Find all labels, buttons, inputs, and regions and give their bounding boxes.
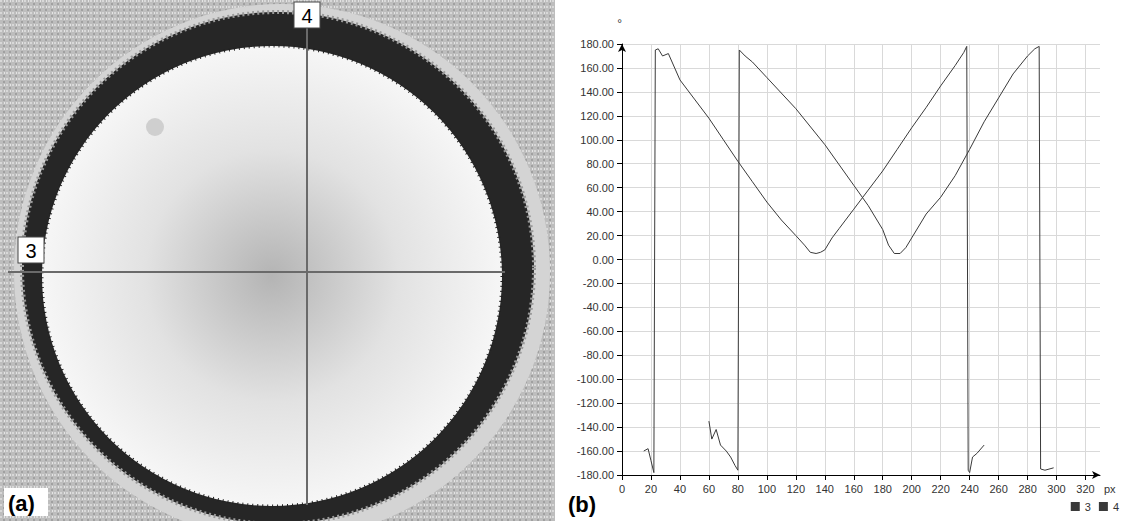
svg-text:160: 160 xyxy=(845,483,863,495)
svg-text:-120.00: -120.00 xyxy=(577,397,614,409)
svg-text:120.00: 120.00 xyxy=(580,110,614,122)
svg-text:3: 3 xyxy=(25,240,36,262)
svg-text:20.00: 20.00 xyxy=(586,230,614,242)
svg-text:320: 320 xyxy=(1076,483,1094,495)
svg-text:px: px xyxy=(1104,483,1116,495)
svg-text:4: 4 xyxy=(301,5,312,27)
svg-text:80: 80 xyxy=(732,483,744,495)
svg-text:-140.00: -140.00 xyxy=(577,421,614,433)
svg-text:0.00: 0.00 xyxy=(593,254,614,266)
svg-text:-20.00: -20.00 xyxy=(583,277,614,289)
svg-text:0: 0 xyxy=(619,483,625,495)
svg-text:260: 260 xyxy=(989,483,1007,495)
svg-text:160.00: 160.00 xyxy=(580,62,614,74)
svg-text:-180.00: -180.00 xyxy=(577,469,614,481)
svg-text:20: 20 xyxy=(645,483,657,495)
svg-text:100: 100 xyxy=(758,483,776,495)
svg-text:240: 240 xyxy=(960,483,978,495)
svg-text:-60.00: -60.00 xyxy=(583,325,614,337)
svg-text:60: 60 xyxy=(703,483,715,495)
svg-text:140.00: 140.00 xyxy=(580,86,614,98)
svg-text:4: 4 xyxy=(1113,501,1119,513)
svg-text:-80.00: -80.00 xyxy=(583,349,614,361)
svg-text:300: 300 xyxy=(1047,483,1065,495)
svg-text:60.00: 60.00 xyxy=(586,182,614,194)
svg-text:200: 200 xyxy=(903,483,921,495)
svg-text:-40.00: -40.00 xyxy=(583,301,614,313)
svg-text:100.00: 100.00 xyxy=(580,134,614,146)
svg-text:140: 140 xyxy=(816,483,834,495)
svg-text:40: 40 xyxy=(674,483,686,495)
svg-text:80.00: 80.00 xyxy=(586,158,614,170)
svg-text:3: 3 xyxy=(1085,501,1091,513)
svg-text:180: 180 xyxy=(874,483,892,495)
svg-text:120: 120 xyxy=(787,483,805,495)
svg-text:280: 280 xyxy=(1018,483,1036,495)
svg-text:(a): (a) xyxy=(8,491,35,516)
svg-text:-100.00: -100.00 xyxy=(577,373,614,385)
svg-text:°: ° xyxy=(617,17,622,31)
svg-text:220: 220 xyxy=(931,483,949,495)
svg-text:180.00: 180.00 xyxy=(580,38,614,50)
svg-text:-160.00: -160.00 xyxy=(577,445,614,457)
svg-text:40.00: 40.00 xyxy=(586,206,614,218)
svg-text:(b): (b) xyxy=(568,492,596,517)
